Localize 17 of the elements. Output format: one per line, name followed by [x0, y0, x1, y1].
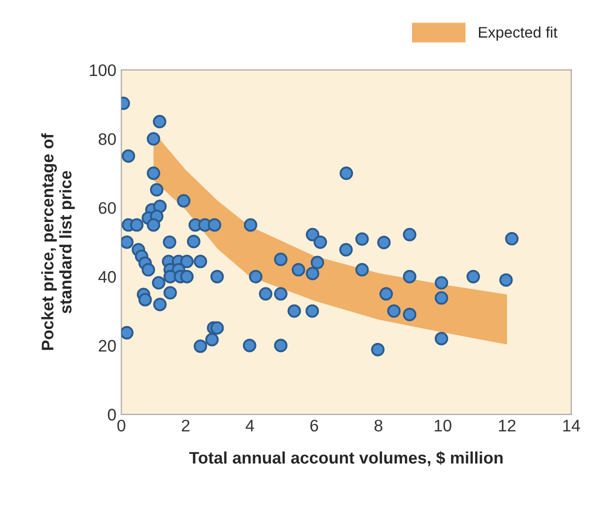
x-tick-label: 8 — [374, 420, 382, 432]
x-axis-title: Total annual account volumes, $ million — [189, 451, 503, 466]
x-tick-label: 12 — [499, 420, 516, 432]
y-tick-label: 60 — [98, 202, 116, 214]
y-tick-label: 40 — [98, 271, 116, 283]
x-tick-label: 10 — [434, 420, 452, 432]
legend-label: Expected fit — [478, 26, 558, 41]
y-tick-label: 0 — [108, 408, 116, 421]
x-tick-label: 6 — [310, 420, 318, 432]
y-tick-label: 100 — [90, 64, 116, 76]
y-tick-label: 80 — [98, 133, 116, 146]
y-tick-label: 20 — [98, 340, 116, 352]
x-tick-label: 2 — [182, 420, 190, 432]
x-tick-label: 4 — [246, 420, 254, 432]
y-axis-title: Pocket price, percentage of standard list price — [41, 133, 75, 350]
x-tick-label: 14 — [563, 420, 580, 432]
x-tick-label: 0 — [117, 420, 126, 432]
